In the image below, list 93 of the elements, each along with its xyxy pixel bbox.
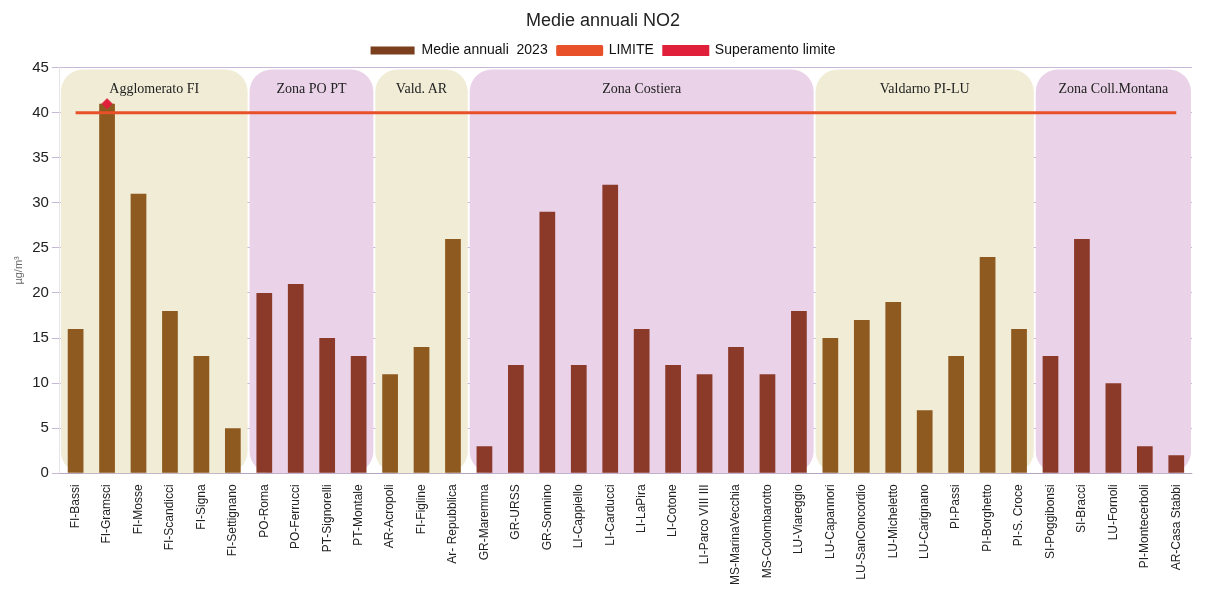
bar xyxy=(665,365,681,473)
x-tick-label: PI-Borghetto xyxy=(979,483,994,552)
bar xyxy=(791,311,807,473)
y-tick-label: 15 xyxy=(32,328,49,346)
bar xyxy=(696,374,713,473)
bar xyxy=(99,103,115,473)
x-tick-label: PO-Roma xyxy=(256,483,271,538)
x-tick-label: FI-Signa xyxy=(193,483,208,530)
bar xyxy=(728,347,744,473)
band-label: Valdarno PI-LU xyxy=(879,81,970,97)
x-tick-label: LU-Capannori xyxy=(822,484,837,560)
y-tick-label: 25 xyxy=(32,238,49,256)
x-tick-label: LU-SanConcordio xyxy=(854,483,869,580)
x-tick-label: AR-Acropoli xyxy=(382,484,397,549)
y-tick-label: 45 xyxy=(32,57,49,75)
bar xyxy=(853,320,870,473)
x-tick-label: FI-Gramsci xyxy=(99,484,114,544)
bar xyxy=(979,256,996,473)
x-tick-label: LI-LaPira xyxy=(633,483,648,533)
x-tick-label: PI-Montecerboli xyxy=(1137,484,1152,569)
bar xyxy=(476,446,493,473)
chart-title: Medie annuali NO2 xyxy=(525,9,681,30)
x-tick-label: Ar- Repubblica xyxy=(445,483,460,564)
bar xyxy=(130,193,147,473)
y-tick-label: 30 xyxy=(32,192,49,210)
bar xyxy=(508,365,524,473)
bar xyxy=(445,238,461,473)
bar xyxy=(539,211,556,473)
legend-label: Medie annuali 2023 xyxy=(421,41,548,58)
x-tick-label: PT-Montale xyxy=(350,483,365,546)
bar xyxy=(570,365,587,473)
x-tick-label: PO-Ferrucci xyxy=(288,484,303,549)
x-tick-label: LU-Micheletto xyxy=(885,483,900,559)
bar xyxy=(916,410,933,473)
legend-label: LIMITE xyxy=(608,41,654,58)
x-tick-label: MS-MarinaVecchia xyxy=(728,483,743,586)
x-tick-label: GR-Maremma xyxy=(476,483,491,561)
band-label: Agglomerato FI xyxy=(109,81,200,97)
y-tick-label: 5 xyxy=(40,418,49,436)
x-tick-label: LU-Viareggio xyxy=(791,483,806,555)
bar xyxy=(759,374,776,473)
bar xyxy=(1042,356,1059,473)
x-tick-label: GR-URSS xyxy=(508,484,523,540)
band-label: Zona Coll.Montana xyxy=(1058,81,1169,97)
bar xyxy=(885,302,902,473)
x-tick-label: MS-Colombarotto xyxy=(759,483,774,579)
bar xyxy=(1168,455,1185,473)
bar xyxy=(822,338,839,473)
x-tick-label: LU-Carignano xyxy=(917,483,932,560)
bar xyxy=(319,338,336,473)
bar xyxy=(633,329,650,473)
x-tick-label: FI-Mosse xyxy=(130,483,145,535)
y-tick-label: 35 xyxy=(32,147,49,165)
x-tick-label: AR-Casa Stabbi xyxy=(1168,484,1183,571)
x-tick-label: PI-S. Croce xyxy=(1011,483,1026,547)
bar xyxy=(413,347,430,473)
y-tick-label: 20 xyxy=(32,283,49,301)
bar xyxy=(350,356,367,473)
bar xyxy=(162,311,178,473)
legend-label: Superamento limite xyxy=(714,41,836,58)
y-axis-title: µg/m³ xyxy=(11,255,24,285)
band-label: Zona Costiera xyxy=(602,81,682,97)
bar xyxy=(382,374,398,473)
x-tick-label: LI-Cappiello xyxy=(571,483,586,549)
x-tick-label: LI-Carducci xyxy=(602,484,617,546)
y-tick-label: 40 xyxy=(32,102,49,120)
bar xyxy=(1105,383,1122,473)
bar xyxy=(602,184,619,473)
bar xyxy=(1011,329,1027,473)
bar xyxy=(1074,238,1090,473)
bar xyxy=(256,292,273,473)
band-label: Zona PO PT xyxy=(276,81,347,97)
bar xyxy=(224,428,241,473)
x-tick-label: LU-Fornoli xyxy=(1105,484,1120,541)
x-tick-label: FI-Settignano xyxy=(225,483,240,557)
bar xyxy=(1136,446,1153,473)
x-tick-label: FI-Bassi xyxy=(67,484,82,529)
x-tick-label: FI-Scandicci xyxy=(162,484,177,551)
x-tick-label: LI-Cotone xyxy=(665,483,680,537)
y-tick-label: 10 xyxy=(32,373,49,391)
bar xyxy=(193,356,210,473)
x-tick-label: SI-Bracci xyxy=(1074,484,1089,533)
bar xyxy=(67,329,84,473)
x-tick-label: PI-Passi xyxy=(948,484,963,529)
x-tick-label: SI-Poggibonsi xyxy=(1042,484,1057,560)
bar xyxy=(948,356,965,473)
bar xyxy=(287,283,304,473)
x-tick-label: PT-Signorelli xyxy=(319,484,334,553)
x-tick-label: LI-Parco VIII III xyxy=(696,484,711,565)
x-tick-label: FI-Figline xyxy=(413,483,428,535)
band-label: Vald. AR xyxy=(395,81,448,97)
x-tick-label: GR-Sonnino xyxy=(539,483,554,551)
y-tick-label: 0 xyxy=(40,463,49,481)
